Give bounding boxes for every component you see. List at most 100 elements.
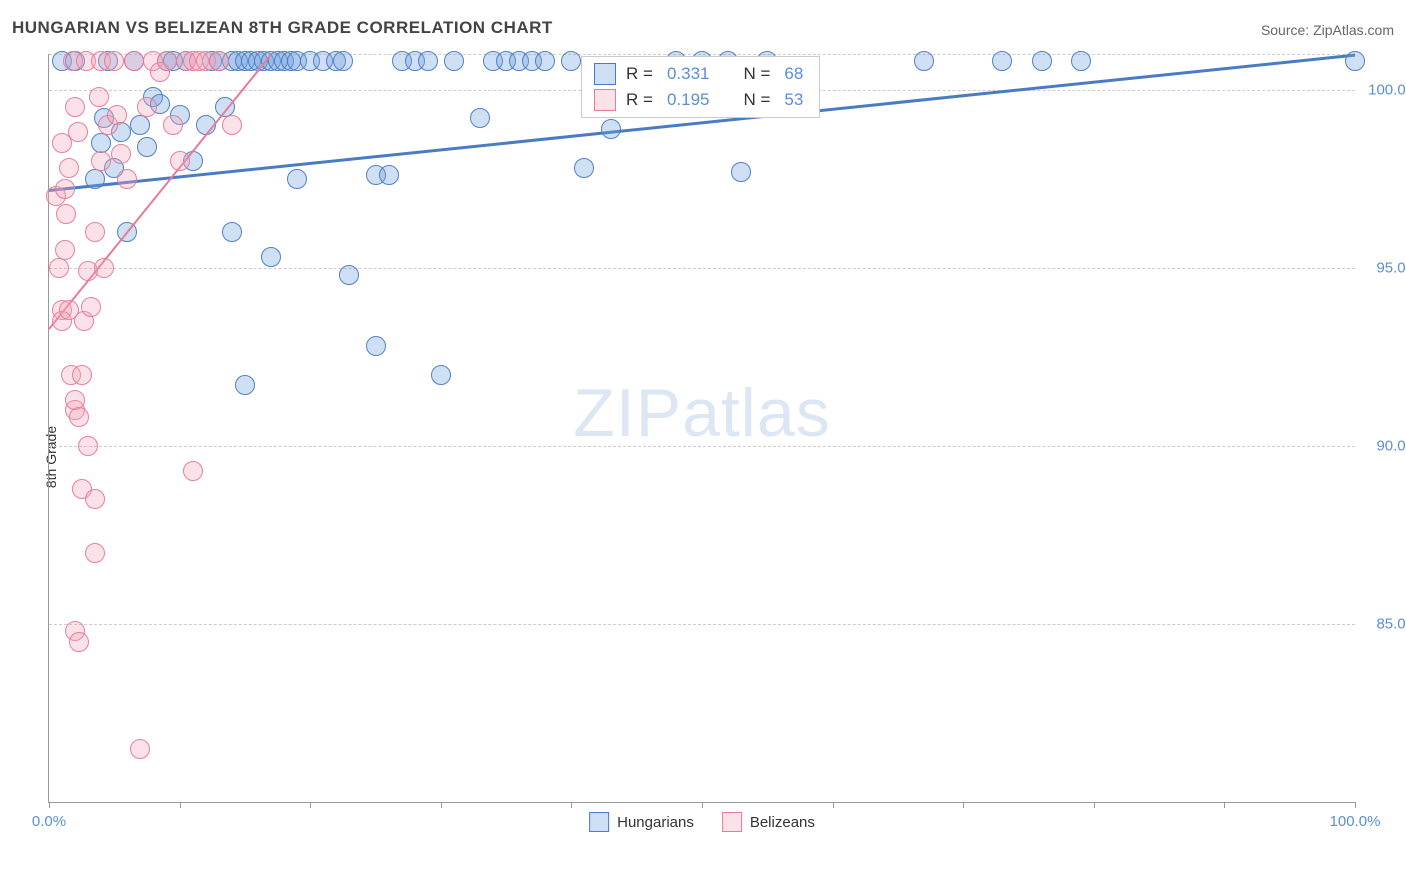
data-point-ring [163, 115, 183, 135]
data-point-ring [170, 151, 190, 171]
legend-label: Belizeans [750, 814, 815, 831]
stats-r-value: 0.331 [667, 64, 710, 84]
data-point-ring [222, 115, 242, 135]
x-tick [833, 802, 834, 808]
stats-n-label: N = [743, 90, 770, 110]
data-point-ring [731, 162, 751, 182]
series-swatch [594, 89, 616, 111]
watermark-zip: ZIP [573, 375, 682, 451]
data-point-ring [59, 158, 79, 178]
stats-r-label: R = [626, 90, 653, 110]
data-point-ring [65, 390, 85, 410]
stats-n-value: 53 [784, 90, 803, 110]
gridline [49, 268, 1355, 269]
plot-area: ZIPatlas 85.0%90.0%95.0%100.0%0.0%100.0%… [48, 54, 1355, 803]
data-point-ring [56, 204, 76, 224]
watermark-atlas: atlas [682, 375, 831, 451]
watermark: ZIPatlas [573, 374, 830, 452]
data-point-ring [235, 375, 255, 395]
data-point-ring [431, 365, 451, 385]
data-point-ring [137, 137, 157, 157]
stats-n-value: 68 [784, 64, 803, 84]
legend-swatch [722, 812, 742, 832]
data-point-ring [85, 543, 105, 563]
data-point-ring [85, 169, 105, 189]
stats-row: R = 0.331 N = 68 [582, 61, 819, 87]
stats-n-label: N = [743, 64, 770, 84]
data-point-ring [124, 51, 144, 71]
gridline [49, 446, 1355, 447]
legend-item: Belizeans [722, 812, 815, 832]
data-point-ring [470, 108, 490, 128]
data-point-ring [78, 436, 98, 456]
data-point-ring [601, 119, 621, 139]
data-point-ring [65, 97, 85, 117]
stats-box: R = 0.331 N = 68 R = 0.195 N = 53 [581, 56, 820, 118]
x-tick-label: 0.0% [32, 813, 66, 830]
data-point-ring [157, 51, 177, 71]
data-point-ring [130, 115, 150, 135]
x-tick [1094, 802, 1095, 808]
stats-row: R = 0.195 N = 53 [582, 87, 819, 113]
data-point-ring [1071, 51, 1091, 71]
x-tick [441, 802, 442, 808]
data-point-ring [72, 365, 92, 385]
x-tick [1355, 802, 1356, 808]
data-point-ring [91, 151, 111, 171]
data-point-ring [339, 265, 359, 285]
data-point-ring [379, 165, 399, 185]
y-tick-label: 90.0% [1359, 437, 1406, 454]
y-tick-label: 95.0% [1359, 259, 1406, 276]
chart-title: HUNGARIAN VS BELIZEAN 8TH GRADE CORRELAT… [12, 18, 553, 38]
data-point-ring [1345, 51, 1365, 71]
x-tick [702, 802, 703, 808]
data-point-ring [183, 461, 203, 481]
data-point-ring [68, 122, 88, 142]
legend-swatch [589, 812, 609, 832]
data-point-ring [222, 222, 242, 242]
x-tick [310, 802, 311, 808]
data-point-ring [94, 258, 114, 278]
data-point-ring [137, 97, 157, 117]
data-point-ring [69, 632, 89, 652]
x-tick [1224, 802, 1225, 808]
x-tick-label: 100.0% [1330, 813, 1381, 830]
data-point-ring [992, 51, 1012, 71]
data-point-ring [85, 489, 105, 509]
x-tick [571, 802, 572, 808]
data-point-ring [561, 51, 581, 71]
data-point-ring [85, 222, 105, 242]
legend: Hungarians Belizeans [589, 812, 815, 832]
data-point-ring [914, 51, 934, 71]
data-point-ring [55, 179, 75, 199]
data-point-ring [130, 739, 150, 759]
data-point-ring [574, 158, 594, 178]
data-point-ring [111, 144, 131, 164]
x-tick [963, 802, 964, 808]
data-point-ring [104, 51, 124, 71]
data-point-ring [287, 169, 307, 189]
y-tick-label: 100.0% [1359, 81, 1406, 98]
x-tick [180, 802, 181, 808]
data-point-ring [81, 297, 101, 317]
legend-label: Hungarians [617, 814, 694, 831]
legend-item: Hungarians [589, 812, 694, 832]
data-point-ring [69, 407, 89, 427]
data-point-ring [117, 169, 137, 189]
stats-r-label: R = [626, 64, 653, 84]
data-point-ring [49, 258, 69, 278]
data-point-ring [107, 105, 127, 125]
stats-r-value: 0.195 [667, 90, 710, 110]
series-swatch [594, 63, 616, 85]
chart-container: 8th Grade ZIPatlas 85.0%90.0%95.0%100.0%… [12, 42, 1394, 872]
gridline [49, 624, 1355, 625]
chart-header: HUNGARIAN VS BELIZEAN 8TH GRADE CORRELAT… [0, 0, 1406, 42]
y-tick-label: 85.0% [1359, 615, 1406, 632]
data-point-ring [261, 247, 281, 267]
data-point-ring [209, 51, 229, 71]
chart-source: Source: ZipAtlas.com [1261, 22, 1394, 38]
x-tick [49, 802, 50, 808]
data-point-ring [535, 51, 555, 71]
data-point-ring [89, 87, 109, 107]
data-point-ring [333, 51, 353, 71]
